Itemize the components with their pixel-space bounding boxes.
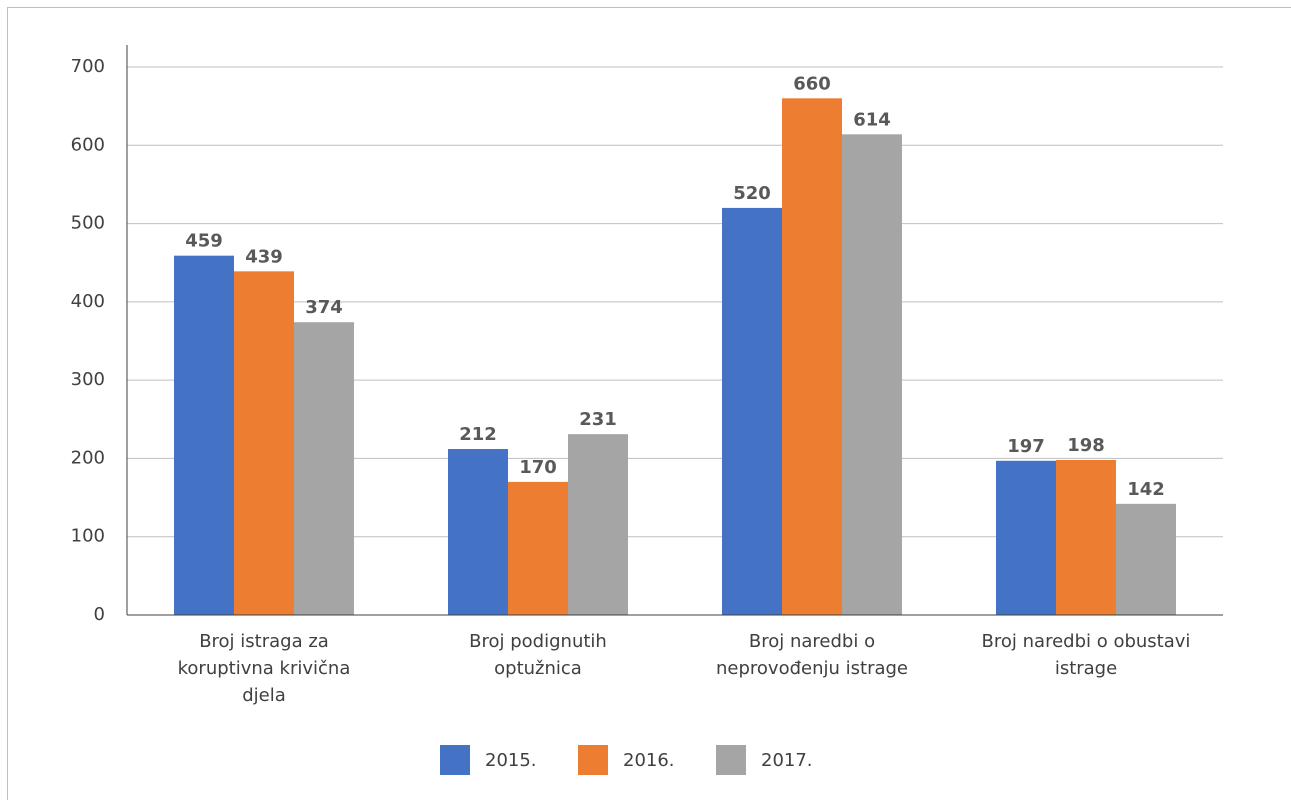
- bar: [234, 271, 294, 615]
- y-tick-label: 500: [71, 213, 105, 234]
- data-label: 231: [579, 409, 617, 430]
- data-label: 170: [519, 457, 557, 478]
- y-tick-label: 600: [71, 134, 105, 155]
- data-label: 198: [1067, 435, 1105, 456]
- bar: [782, 98, 842, 616]
- bar: [1056, 459, 1116, 615]
- data-label: 520: [733, 183, 771, 204]
- bar: [842, 134, 902, 615]
- data-label: 459: [185, 231, 223, 252]
- x-tick-label: Broj istraga za koruptivna krivična djel…: [177, 631, 351, 706]
- bar: [568, 434, 628, 615]
- legend-swatch: [578, 745, 608, 775]
- legend-label: 2016.: [623, 750, 675, 771]
- bar: [722, 207, 782, 615]
- data-label: 660: [793, 73, 831, 94]
- chart-border: [7, 7, 1291, 800]
- data-label: 614: [853, 109, 891, 130]
- data-label: 212: [459, 424, 497, 445]
- data-label: 439: [245, 246, 283, 267]
- data-label: 197: [1007, 436, 1045, 457]
- y-tick-label: 700: [71, 56, 105, 77]
- bar: [508, 481, 568, 615]
- bar: [294, 322, 354, 615]
- bar: [448, 449, 508, 615]
- legend-label: 2017.: [761, 750, 813, 771]
- legend-swatch: [716, 745, 746, 775]
- x-tick-label: Broj podignutih optužnica: [469, 631, 607, 679]
- data-label: 374: [305, 297, 343, 318]
- bar: [1116, 503, 1176, 615]
- y-tick-label: 100: [71, 526, 105, 547]
- y-tick-label: 300: [71, 369, 105, 390]
- legend-swatch: [440, 745, 470, 775]
- bar: [174, 255, 234, 615]
- y-tick-label: 0: [94, 604, 105, 625]
- y-tick-label: 400: [71, 291, 105, 312]
- legend-label: 2015.: [485, 750, 537, 771]
- x-tick-label: Broj naredbi o obustavi istrage: [981, 631, 1191, 679]
- x-tick-label: Broj naredbi o neprovođenju istrage: [716, 631, 908, 679]
- y-tick-label: 200: [71, 447, 105, 468]
- data-label: 142: [1127, 479, 1165, 500]
- bar: [996, 460, 1056, 615]
